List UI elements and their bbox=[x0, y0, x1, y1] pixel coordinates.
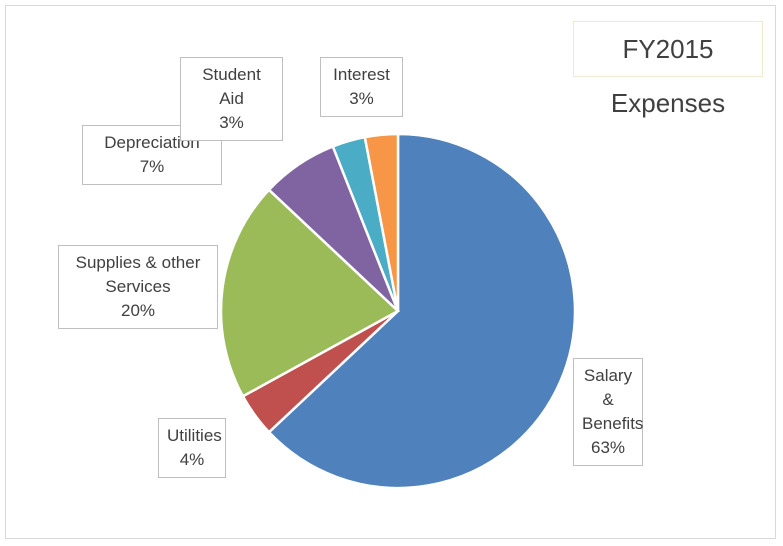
category-label: Salary & Benefits bbox=[582, 366, 644, 433]
pie-slice bbox=[363, 132, 400, 312]
value-label: 20% bbox=[120, 301, 156, 320]
category-label: Supplies & other Services bbox=[75, 253, 201, 296]
category-label: Utilities bbox=[167, 426, 222, 445]
value-label: 4% bbox=[179, 450, 205, 469]
category-label: Interest bbox=[333, 65, 390, 84]
value-label: 3% bbox=[219, 113, 244, 132]
data-label: Supplies & other Services 20% bbox=[58, 245, 218, 329]
chart-title: FY2015 Expenses bbox=[573, 21, 763, 118]
data-label: Utilities 4% bbox=[158, 418, 226, 478]
data-label: Interest 3% bbox=[320, 57, 403, 117]
chart-frame bbox=[5, 5, 776, 539]
data-label: Student Aid 3% bbox=[180, 57, 283, 141]
pie-slice bbox=[267, 132, 577, 490]
value-label: 7% bbox=[139, 157, 165, 176]
value-label: 3% bbox=[349, 89, 374, 108]
category-label: Student Aid bbox=[202, 65, 261, 108]
category-label: Depreciation bbox=[104, 133, 200, 152]
value-label: 63% bbox=[590, 438, 626, 457]
pie-slice bbox=[219, 188, 401, 398]
data-label: Salary & Benefits 63% bbox=[573, 358, 643, 466]
